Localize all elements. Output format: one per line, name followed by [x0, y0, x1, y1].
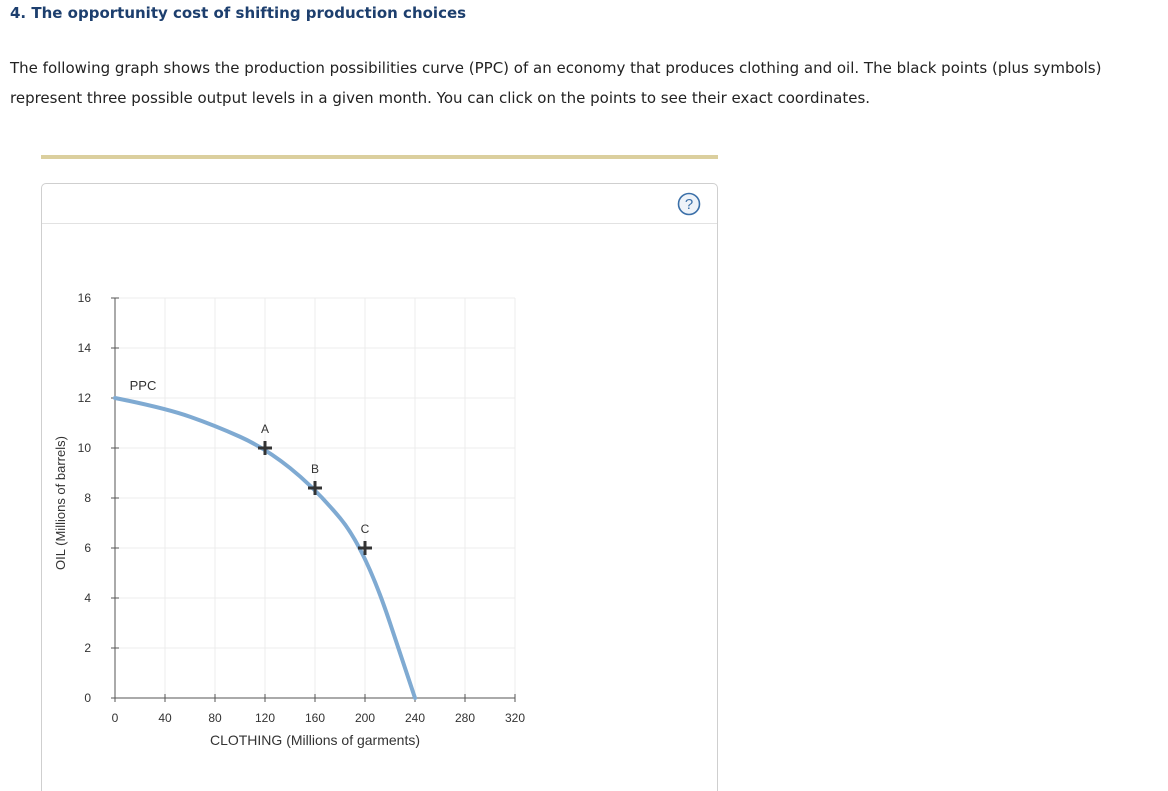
y-tick-label-8: 8: [84, 491, 91, 505]
point-c[interactable]: [358, 541, 372, 555]
y-tick-label-2: 2: [84, 641, 91, 655]
description-line-1: The following graph shows the production…: [10, 59, 1102, 77]
graph-panel: ?: [41, 183, 718, 791]
x-tick-label-320: 320: [505, 711, 525, 725]
section-divider: [41, 155, 718, 159]
y-tick-label-6: 6: [84, 541, 91, 555]
y-tick-label-10: 10: [78, 441, 92, 455]
point-c-label: C: [361, 522, 370, 536]
help-icon-circle: [677, 192, 701, 216]
help-icon[interactable]: ?: [677, 192, 701, 216]
y-tick-label-14: 14: [78, 341, 92, 355]
x-tick-label-80: 80: [208, 711, 222, 725]
y-axis-label: OIL (Millions of barrels): [53, 436, 68, 570]
point-a[interactable]: [258, 441, 272, 455]
y-tick-label-16: 16: [78, 291, 92, 305]
y-tick-label-12: 12: [78, 391, 92, 405]
question-description: The following graph shows the production…: [10, 53, 1140, 113]
panel-header-divider: [42, 223, 717, 224]
question-title: 4. The opportunity cost of shifting prod…: [10, 4, 467, 22]
description-line-2: represent three possible output levels i…: [10, 89, 871, 107]
x-tick-label-200: 200: [355, 711, 375, 725]
ppc-curve: [113, 396, 417, 700]
x-tick-label-240: 240: [405, 711, 425, 725]
help-icon-symbol: ?: [685, 196, 693, 213]
x-axis-label: CLOTHING (Millions of garments): [210, 732, 420, 748]
point-a-label: A: [261, 422, 269, 436]
x-tick-label-160: 160: [305, 711, 325, 725]
x-tick-label-0: 0: [112, 711, 119, 725]
x-tick-label-120: 120: [255, 711, 275, 725]
y-tick-label-4: 4: [84, 591, 91, 605]
x-tick-label-280: 280: [455, 711, 475, 725]
point-b[interactable]: [308, 481, 322, 495]
ppc-curve-label: PPC: [130, 378, 157, 393]
y-tick-label-0: 0: [84, 691, 91, 705]
point-b-label: B: [311, 462, 319, 476]
x-tick-label-40: 40: [158, 711, 172, 725]
